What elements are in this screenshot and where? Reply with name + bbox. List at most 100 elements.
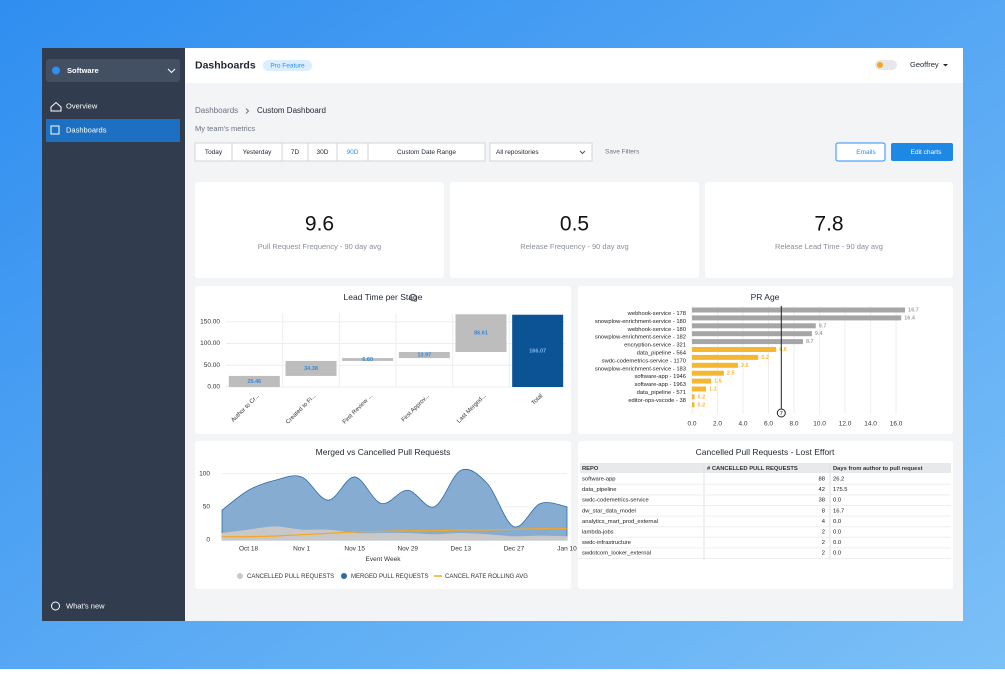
value-label: 6.6 — [779, 347, 787, 353]
y-tick-label: 0.00 — [207, 384, 220, 391]
value-label: 5.2 — [761, 355, 769, 361]
range-button[interactable]: 7D — [291, 149, 300, 156]
x-tick-label: Jan 10 — [557, 546, 577, 553]
column-header: Days from author to pull request — [833, 466, 923, 472]
x-tick-label: 12.0 — [839, 421, 852, 428]
range-button[interactable]: Today — [205, 149, 223, 156]
breadcrumb[interactable]: Dashboards — [195, 106, 238, 115]
kpi-card — [195, 182, 444, 278]
y-tick-label: 150.00 — [200, 318, 220, 325]
cell: 2 — [822, 551, 825, 557]
cell: swdotcom_looker_external — [582, 551, 651, 557]
bar — [692, 307, 906, 313]
value-label: 13.97 — [417, 352, 431, 358]
bar — [692, 323, 816, 329]
chart-icon — [50, 125, 60, 135]
breadcrumb: Custom Dashboard — [257, 106, 326, 115]
bar — [692, 339, 803, 345]
cell: 0.0 — [833, 519, 841, 525]
range-button[interactable]: Custom Date Range — [397, 149, 456, 156]
caret — [943, 64, 948, 67]
bar — [455, 314, 507, 352]
cell: lambda-jobs — [582, 530, 614, 536]
y-tick-label: software-app - 1963 — [634, 382, 686, 388]
bar — [692, 315, 902, 321]
legend-label: MERGED PULL REQUESTS — [351, 574, 428, 580]
bar — [692, 331, 812, 337]
range-button[interactable]: Yesterday — [243, 149, 272, 156]
legend-label: CANCEL RATE ROLLING AVG — [445, 574, 528, 580]
kpi-value: 7.8 — [814, 213, 843, 236]
y-tick-label: 0 — [206, 537, 210, 544]
bar — [342, 358, 394, 361]
value-label: 8.7 — [806, 339, 814, 345]
cell: 0.0 — [833, 540, 841, 546]
workspace-select[interactable] — [46, 59, 180, 82]
cell: swdc-codemetrics-service — [582, 498, 649, 504]
y-tick-label: snowplow-enrichment-service - 183 — [595, 366, 686, 372]
kpi-card — [450, 182, 699, 278]
y-tick-label: data_pipeline - 564 — [637, 351, 687, 357]
value-label: 0.2 — [698, 402, 706, 408]
y-tick-label: software-app - 1946 — [634, 374, 686, 380]
y-tick-label: swdc-codemetrics-service - 1170 — [602, 358, 686, 364]
legend-swatch — [341, 573, 347, 579]
x-tick-label: 8.0 — [790, 421, 799, 428]
workspace-name: Software — [67, 66, 99, 75]
nav-item[interactable]: Dashboards — [66, 125, 107, 134]
y-tick-label: encryption-service - 321 — [624, 343, 686, 349]
range-button[interactable]: 30D — [317, 149, 329, 156]
value-label: 2.5 — [727, 371, 735, 377]
kpi-label: Release Lead Time - 90 day avg — [775, 242, 883, 251]
user-menu[interactable]: Geoffrey — [910, 60, 939, 69]
reference-marker — [776, 408, 786, 418]
y-tick-label: snowplow-enrichment-service - 182 — [595, 335, 686, 341]
cell: analytics_mart_prod_external — [582, 519, 658, 525]
value-label: 9.7 — [819, 323, 827, 329]
sep — [245, 108, 250, 114]
y-tick-label: 100.00 — [200, 340, 220, 347]
value-label: 9.4 — [815, 331, 824, 337]
workspace-icon — [52, 66, 60, 75]
value-label: 16.4 — [904, 315, 916, 321]
bar — [692, 370, 724, 376]
value-label: 1.5 — [714, 379, 722, 385]
cell: 2 — [822, 540, 825, 546]
nav-selected[interactable] — [46, 119, 180, 142]
bar — [285, 360, 337, 376]
y-tick-label: 50.00 — [204, 362, 221, 369]
value-label: 166.07 — [529, 348, 546, 354]
badge-text: Pro Feature — [270, 63, 305, 70]
kpi-label: Pull Request Frequency - 90 day avg — [258, 242, 381, 251]
column-header: # CANCELLED PULL REQUESTS — [707, 466, 798, 472]
kpi-value: 0.5 — [560, 213, 589, 236]
bar — [228, 375, 280, 387]
x-tick-label: 4.0 — [739, 421, 748, 428]
emails-button[interactable] — [835, 142, 886, 162]
nav-item[interactable]: Overview — [66, 101, 98, 110]
repo-select-text: All repositories — [496, 149, 539, 156]
save-filters[interactable]: Save Filters — [605, 149, 640, 156]
value-label: 3.6 — [741, 363, 749, 369]
kpi-value: 9.6 — [305, 213, 334, 236]
whats-new[interactable]: What's new — [66, 601, 105, 610]
value-label: 0.2 — [698, 394, 706, 400]
repo-select[interactable] — [489, 142, 593, 162]
badge — [263, 60, 312, 71]
sidebar — [42, 48, 185, 621]
value-label: 34.38 — [304, 366, 318, 372]
subtitle: My team's metrics — [195, 124, 255, 133]
value-label: 1.1 — [709, 386, 717, 392]
edit-text: Edit charts — [911, 149, 942, 156]
value-label: 16.7 — [908, 307, 919, 313]
sun — [877, 62, 883, 68]
x-tick-label: 16.0 — [890, 421, 903, 428]
edit-button[interactable] — [891, 143, 953, 161]
x-tick-label: Oct 18 — [239, 546, 259, 553]
range-button[interactable]: 90D — [347, 149, 359, 156]
cell: 88 — [819, 477, 825, 483]
area — [221, 526, 568, 541]
info-icon — [409, 293, 417, 302]
